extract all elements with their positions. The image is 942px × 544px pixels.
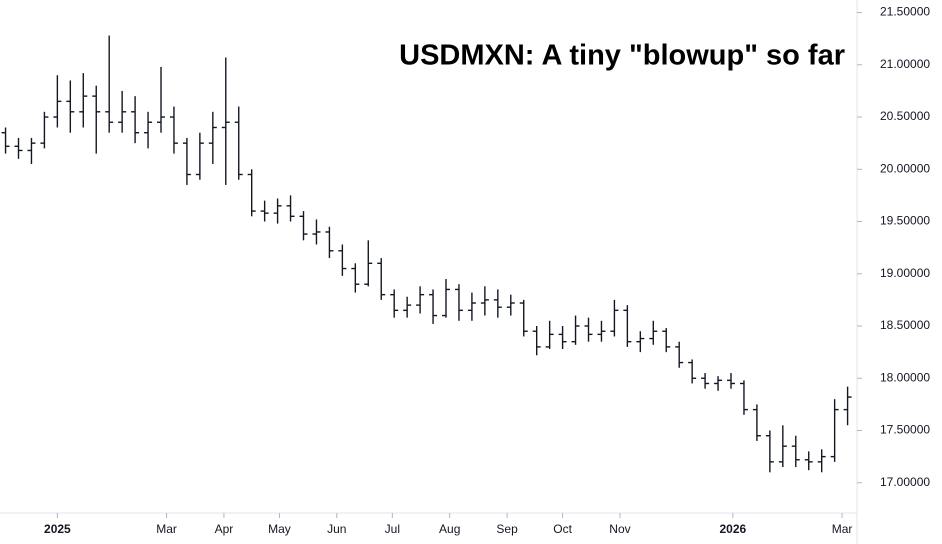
x-tick-label: Jul [385, 522, 400, 536]
x-tick-label: Aug [439, 522, 460, 536]
x-tick-label: Oct [553, 522, 572, 536]
x-tick-label: Mar [156, 522, 177, 536]
y-tick-label: 19.50000 [880, 214, 930, 228]
y-tick-label: 17.50000 [880, 423, 930, 437]
x-tick-label: Apr [215, 522, 234, 536]
y-tick-label: 18.50000 [880, 318, 930, 332]
x-tick-label: Sep [496, 522, 518, 536]
chart-title: USDMXN: A tiny "blowup" so far [399, 40, 845, 72]
y-tick-label: 21.00000 [880, 57, 930, 71]
y-tick-label: 18.00000 [880, 370, 930, 384]
y-tick-label: 20.50000 [880, 109, 930, 123]
y-tick-label: 20.00000 [880, 161, 930, 175]
y-tick-label: 17.00000 [880, 475, 930, 489]
y-tick-label: 21.50000 [880, 5, 930, 19]
x-tick-label: Jun [327, 522, 346, 536]
x-tick-label: Mar [832, 522, 853, 536]
x-tick-label: 2026 [720, 522, 747, 536]
x-tick-label: May [268, 522, 291, 536]
x-tick-label: 2025 [44, 522, 71, 536]
x-tick-label: Nov [609, 522, 630, 536]
y-tick-label: 19.00000 [880, 266, 930, 280]
